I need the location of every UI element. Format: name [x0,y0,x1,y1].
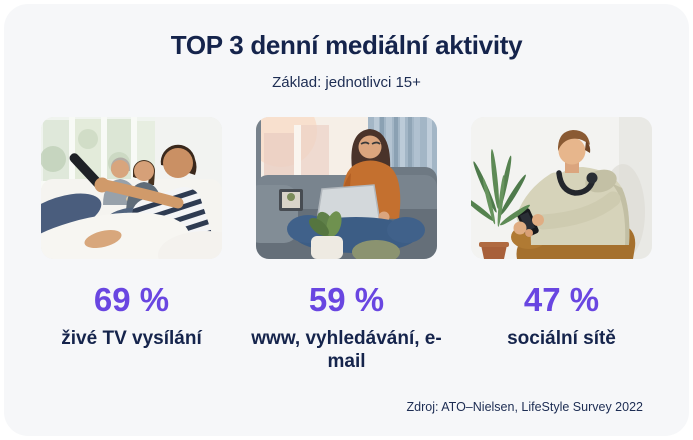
stat-label-social: sociální sítě [507,327,616,349]
stat-column-live-tv: 69 % živé TV vysílání [41,116,222,373]
page-title: TOP 3 denní mediální aktivity [170,30,523,60]
family-watching-tv-photo [41,116,222,259]
stat-percent-live-tv: 69 % [93,280,170,318]
stat-columns: 69 % živé TV vysílání [4,116,689,373]
stat-label-live-tv: živé TV vysílání [61,327,202,349]
man-smartphone-photo [471,116,652,259]
stat-percent-social: 47 % [523,280,600,318]
woman-laptop-photo [256,116,437,259]
stat-column-social: 47 % sociální sítě [471,116,652,373]
stat-column-www-email: 59 % www, vyhledávání, e-mail [251,116,442,373]
source-note: Zdroj: ATO–Nielsen, LifeStyle Survey 202… [406,400,643,414]
page-subtitle: Základ: jednotlivci 15+ [272,73,421,91]
infographic-card: TOP 3 denní mediální aktivity Základ: je… [4,4,689,436]
stat-label-www-email: www, vyhledávání, e-mail [251,327,442,372]
stat-percent-www-email: 59 % [308,280,385,318]
